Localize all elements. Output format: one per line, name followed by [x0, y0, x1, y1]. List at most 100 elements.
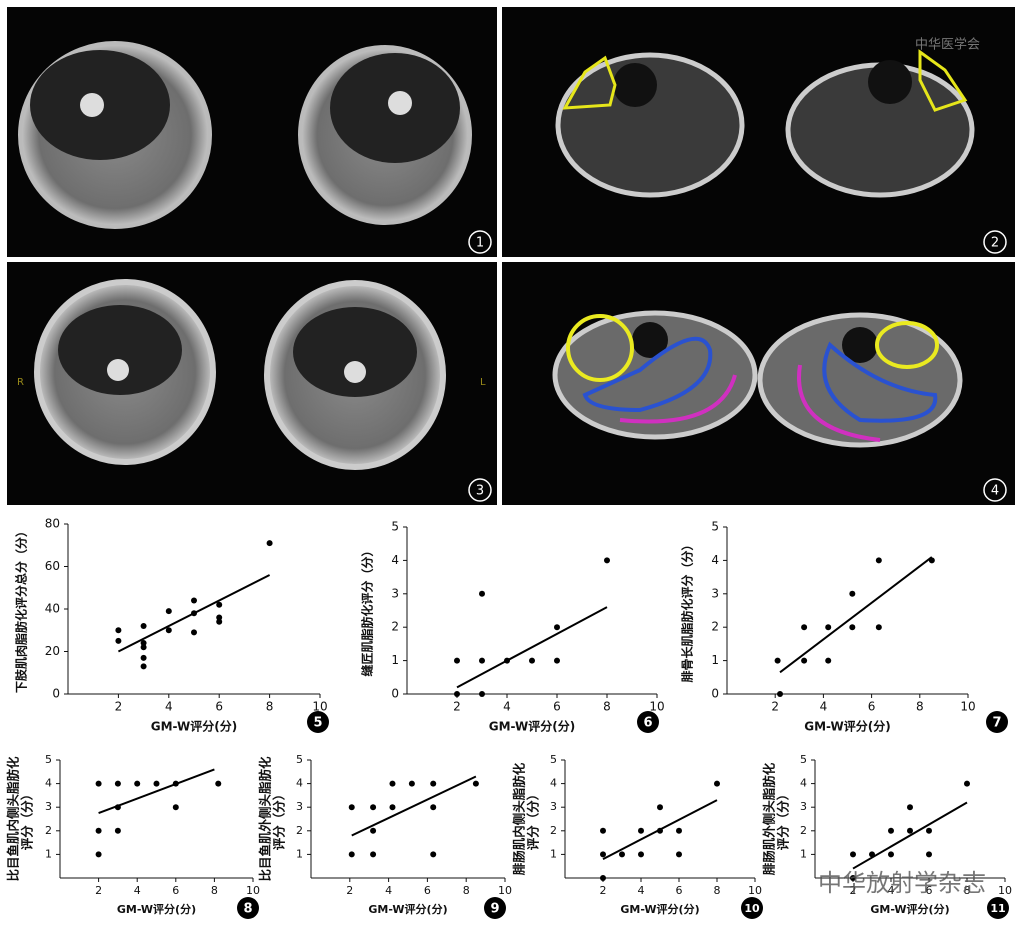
data-point [714, 780, 720, 787]
x-axis-label: GM-W评分(分) [804, 719, 890, 734]
y-axis-label: 腓骨长肌脂肪化评分（分） [680, 538, 695, 682]
y-axis-label: 比目鱼肌内侧头脂肪化 [6, 756, 21, 882]
data-point [676, 851, 682, 858]
data-point [216, 614, 223, 621]
y-tick-label: 4 [550, 777, 557, 790]
x-tick-label: 10 [960, 700, 975, 714]
data-point [454, 657, 460, 664]
y-tick-label: 1 [800, 847, 807, 860]
data-point [216, 601, 223, 608]
data-point [140, 640, 147, 646]
data-point [472, 780, 479, 787]
data-point [115, 627, 122, 634]
y-tick-label: 5 [45, 753, 52, 766]
data-point [140, 623, 147, 629]
data-point [657, 804, 663, 811]
x-tick-label: 10 [246, 884, 260, 897]
y-tick-label: 2 [711, 620, 719, 634]
data-point [430, 851, 437, 858]
y-tick-label: 2 [800, 824, 807, 837]
data-point [774, 657, 781, 664]
data-point [215, 780, 222, 787]
y-tick-label: 20 [45, 644, 60, 658]
x-tick-label: 2 [346, 884, 353, 897]
data-point [266, 540, 273, 547]
data-point [191, 597, 197, 604]
data-point [95, 827, 102, 834]
y-tick-label: 5 [550, 753, 557, 766]
y-axis-label: 腓肠肌外侧头脂肪化 [762, 762, 777, 875]
data-point [370, 851, 377, 858]
y-tick-label: 1 [550, 847, 557, 860]
x-tick-label: 6 [553, 700, 561, 714]
mri-panels: 中华医学会 R L [7, 7, 1015, 505]
y-tick-label: 3 [550, 800, 557, 813]
y-tick-label: 1 [45, 847, 52, 860]
x-tick-label: 4 [638, 884, 645, 897]
x-tick-label: 2 [115, 700, 123, 714]
panel-label: 1 [476, 236, 484, 251]
y-tick-label: 40 [45, 602, 60, 616]
fit-line [456, 606, 608, 689]
y-tick-label: 5 [711, 520, 719, 534]
data-point [850, 875, 856, 881]
x-tick-label: 4 [820, 700, 828, 714]
y-axis-label: 评分（分） [776, 788, 791, 851]
y-tick-label: 60 [45, 559, 60, 573]
side-label: R [17, 377, 24, 388]
y-tick-label: 80 [45, 517, 60, 531]
panel-label: 10 [744, 902, 760, 915]
data-point [140, 654, 147, 661]
data-point [454, 691, 460, 697]
data-point [430, 780, 437, 787]
x-tick-label: 4 [165, 700, 173, 714]
y-tick-label: 4 [391, 553, 399, 567]
data-point [216, 618, 223, 625]
panel-badge [637, 711, 659, 733]
data-point [165, 627, 172, 634]
data-point [134, 780, 141, 787]
panel-badge [468, 478, 492, 502]
y-tick-label: 3 [391, 586, 399, 600]
data-point [801, 624, 808, 631]
data-point [907, 827, 913, 834]
panel-badge [983, 478, 1007, 502]
y-axis-label: 下肢肌肉脂肪化评分总分（分） [14, 525, 29, 693]
panel-label: 9 [490, 902, 499, 917]
data-point [479, 691, 485, 697]
y-tick-label: 3 [296, 800, 303, 813]
logo-text: 中华医学会 [915, 37, 980, 53]
x-tick-label: 4 [888, 884, 895, 897]
fit-line [98, 768, 215, 815]
data-point [95, 851, 102, 858]
y-tick-label: 2 [391, 620, 399, 634]
x-axis-label: GM-W评分(分) [151, 719, 237, 734]
y-tick-label: 3 [45, 800, 52, 813]
data-point [801, 657, 808, 664]
data-point [140, 644, 147, 651]
x-tick-label: 8 [916, 700, 924, 714]
y-tick-label: 5 [296, 753, 303, 766]
panel-badge [307, 711, 329, 733]
data-point [95, 780, 102, 787]
data-point [165, 608, 172, 615]
data-point [926, 827, 932, 834]
panel-label: 8 [243, 902, 252, 917]
y-tick-label: 5 [391, 520, 399, 534]
y-tick-label: 2 [550, 824, 557, 837]
panel-label: 6 [643, 716, 652, 731]
x-axis-label: GM-W评分(分) [368, 902, 447, 916]
x-tick-label: 8 [603, 700, 611, 714]
x-tick-label: 2 [600, 884, 607, 897]
y-tick-label: 0 [52, 687, 60, 701]
x-tick-label: 10 [649, 700, 664, 714]
panel-label: 4 [991, 484, 999, 499]
x-tick-label: 8 [266, 700, 274, 714]
x-axis-label: GM-W评分(分) [620, 902, 699, 916]
x-axis-label: GM-W评分(分) [117, 902, 196, 916]
data-point [430, 804, 437, 811]
y-tick-label: 2 [45, 824, 52, 837]
data-point [191, 629, 197, 636]
data-point [348, 804, 355, 811]
data-point [370, 827, 377, 834]
